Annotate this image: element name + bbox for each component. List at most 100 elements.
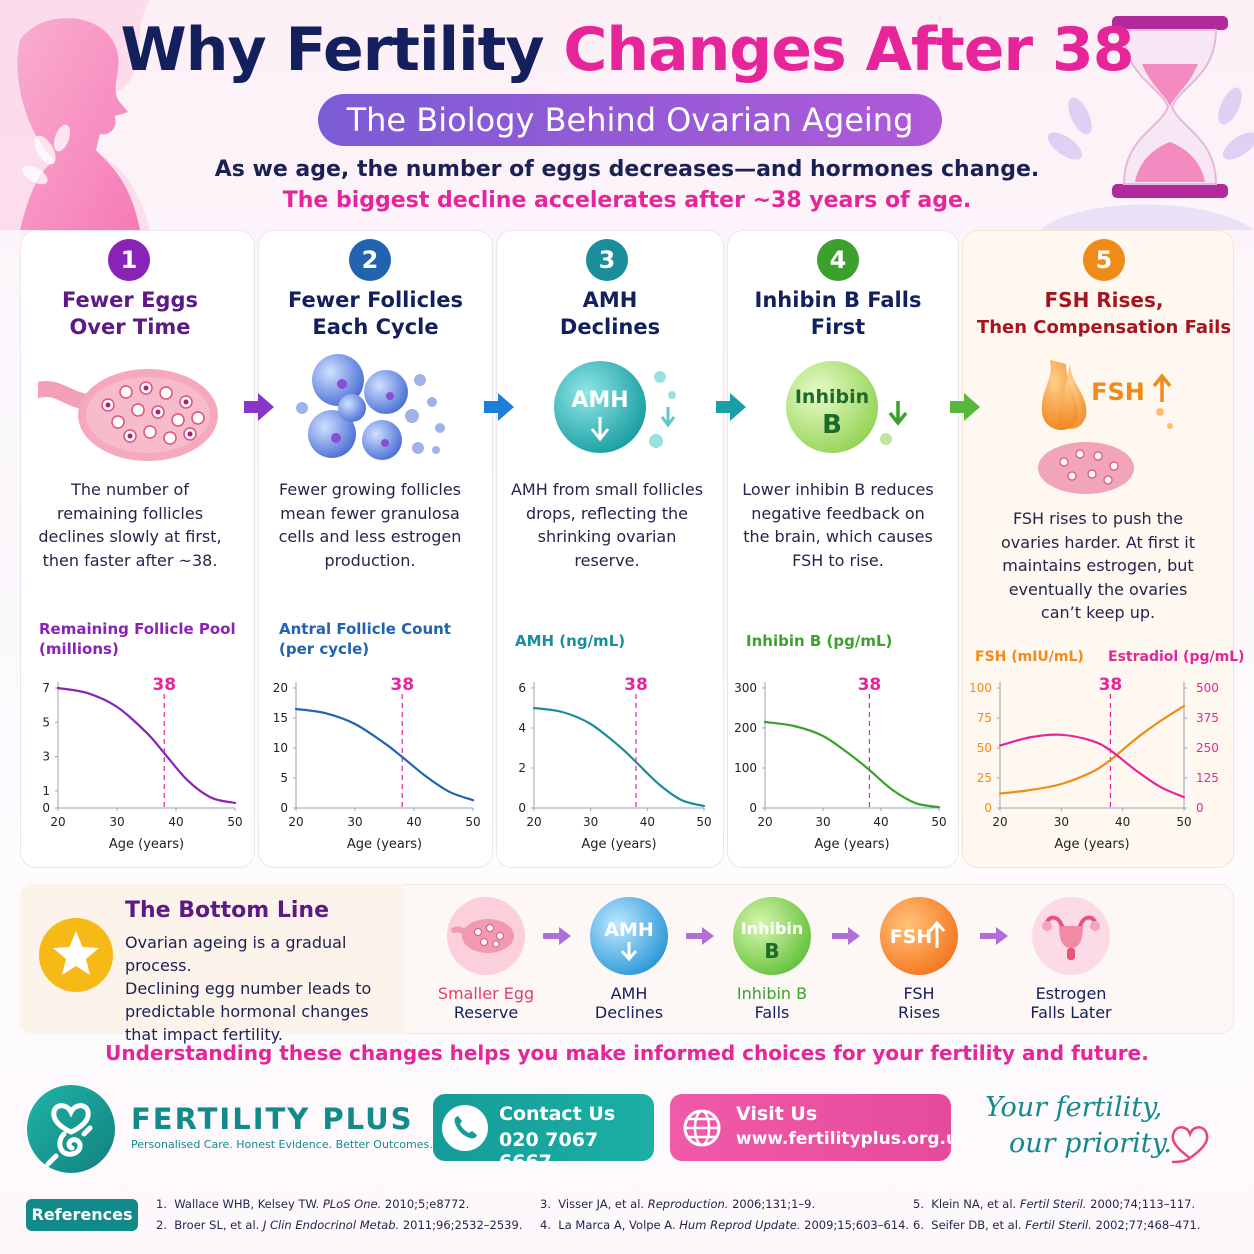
- inhibin-icon-letter: B: [822, 410, 842, 440]
- step-card-5: [962, 230, 1234, 868]
- amh-icon: AMH: [554, 361, 676, 453]
- slogan: Your fertility, our priority.: [985, 1090, 1172, 1162]
- x-tick-label: 30: [1054, 815, 1069, 829]
- bottom-line-text-line: Declining egg number leads to: [125, 979, 372, 998]
- star-icon: [39, 918, 113, 992]
- x-tick-label: 30: [109, 815, 124, 829]
- ref-number: 3.: [540, 1197, 551, 1211]
- flow-label-fsh: FSH Rises: [859, 984, 979, 1022]
- step-title-1-line1: Fewer Eggs: [62, 288, 198, 312]
- x-tick-label: 30: [583, 815, 598, 829]
- y-tick-label: 2: [518, 761, 526, 775]
- step-title-4-line2: First: [810, 315, 866, 339]
- step-title-5: FSH Rises, Then Compensation Fails: [962, 287, 1246, 341]
- y2-tick-label: 250: [1196, 741, 1219, 755]
- chart-label-5-left: FSH (mIU/mL): [975, 649, 1084, 665]
- flow-label-line2: Declines: [594, 1003, 664, 1022]
- step-desc-2-line: mean fewer granulosa: [280, 503, 460, 523]
- series-line-1: [763, 720, 941, 809]
- lead-line-1: As we age, the number of eggs decreases—…: [214, 157, 1040, 182]
- chart-label-2: Antral Follicle Count (per cycle): [279, 619, 451, 659]
- globe-icon: [683, 1109, 721, 1147]
- y-tick-label: 100: [734, 761, 757, 775]
- step-desc-1: The number of remaining follicles declin…: [20, 478, 240, 572]
- y-tick-label: 5: [42, 715, 50, 729]
- step-card-2: [258, 230, 493, 868]
- chart-label-2-line2: (per cycle): [279, 640, 370, 658]
- fsh-ovary-icon: FSH: [1038, 360, 1173, 494]
- chart-fsh-estradiol: 0 25 50 75 100 0 125 250 375 500 20 30 40 50 Age (year…: [969, 675, 1219, 852]
- y-tick-label: 50: [977, 741, 992, 755]
- y-tick-label: 20: [273, 681, 288, 695]
- step-desc-1-line: remaining follicles: [56, 503, 204, 523]
- arrow-right-icon: [686, 927, 714, 945]
- step-desc-5: FSH rises to push the ovaries harder. At…: [962, 507, 1234, 625]
- chart-follicle-pool: 0 1 3 5 7 20 30 40 50 Age (years) 38: [42, 675, 242, 852]
- y-tick-label: 75: [977, 711, 992, 725]
- slogan-line2: our priority.: [1009, 1128, 1172, 1159]
- reference-2: 2. Broer SL, et al. J Clin Endocrinol Me…: [156, 1218, 522, 1232]
- step-number-4: 4: [817, 239, 859, 281]
- fsh-up-icon-label: FSH: [890, 926, 933, 948]
- understanding-banner: Understanding these changes helps you ma…: [105, 1041, 1149, 1065]
- arrow-right-icon: [832, 927, 860, 945]
- age-38-marker-label: 38: [390, 675, 414, 695]
- arrow-right-icon: [980, 927, 1008, 945]
- ref-journal: Fertil Steril.: [1025, 1218, 1092, 1232]
- arrow-right-icon: [244, 393, 274, 421]
- y-tick-label: 6: [518, 681, 526, 695]
- y-tick-label: 100: [969, 681, 992, 695]
- ref-authors: La Marca A, Volpe A.: [558, 1218, 676, 1232]
- y-tick-label: 25: [977, 771, 992, 785]
- flow-label-line1: AMH: [610, 984, 648, 1003]
- flow-label-amh: AMH Declines: [569, 984, 689, 1022]
- x-axis-label: Age (years): [1054, 837, 1129, 852]
- y2-tick-label: 375: [1196, 711, 1219, 725]
- small-ovary-icon: [447, 897, 525, 975]
- chart-label-1: Remaining Follicle Pool (millions): [39, 619, 236, 659]
- step-desc-4-line: negative feedback on: [751, 503, 925, 523]
- step-title-5-line1: FSH Rises,: [1044, 288, 1164, 312]
- step-desc-5-line: maintains estrogen, but: [1002, 556, 1194, 575]
- step-desc-4: Lower inhibin B reduces negative feedbac…: [727, 478, 949, 572]
- y2-tick-label: 0: [1196, 801, 1204, 815]
- ref-details: 2010;5;e8772.: [384, 1197, 470, 1211]
- phone-icon: [442, 1105, 488, 1151]
- contact-us-button[interactable]: Contact Us 020 7067 6667: [433, 1094, 654, 1173]
- flow-label-estrogen: Estrogen Falls Later: [1011, 984, 1131, 1022]
- arrow-right-icon: [543, 927, 571, 945]
- slogan-line1: Your fertility,: [985, 1092, 1163, 1123]
- chart-label-1-line2: (millions): [39, 640, 119, 658]
- series-line-1: [294, 707, 475, 802]
- step-desc-1-line: The number of: [71, 480, 189, 499]
- visit-url[interactable]: www.fertilityplus.org.uk: [736, 1129, 970, 1149]
- chart-label-1-line1: Remaining Follicle Pool: [39, 620, 236, 638]
- flow-label-line2: Falls: [754, 1003, 790, 1022]
- flow-label-line1: Estrogen: [1035, 984, 1107, 1003]
- brand-name: FERTILITY PLUS: [131, 1102, 414, 1136]
- age-38-marker-label: 38: [1099, 675, 1123, 695]
- step-desc-5-line: FSH rises to push the: [1012, 509, 1184, 528]
- woman-silhouette-icon: [0, 0, 150, 230]
- references-badge: References: [26, 1199, 138, 1231]
- x-tick-label: 20: [757, 815, 772, 829]
- visit-us-button[interactable]: Visit Us www.fertilityplus.org.uk: [670, 1094, 969, 1161]
- step-title-5-line2: Then Compensation Fails: [976, 317, 1232, 338]
- chart-label-4: Inhibin B (pg/mL): [746, 632, 893, 650]
- series-line-1: [998, 704, 1186, 795]
- follicles-icon: [296, 354, 445, 460]
- flow-label-line2: Reserve: [453, 1003, 519, 1022]
- amh-down-icon: AMH: [590, 897, 668, 975]
- contact-phone[interactable]: 020 7067 6667: [499, 1129, 599, 1173]
- ref-journal: J Clin Endocrinol Metab.: [262, 1218, 400, 1232]
- reference-3: 3. Visser JA, et al. Reproduction. 2006;…: [540, 1197, 815, 1211]
- step-number-2: 2: [349, 239, 391, 281]
- step-desc-3-line: shrinking ovarian: [537, 527, 677, 546]
- step-title-4-line1: Inhibin B Falls: [754, 288, 922, 312]
- step-desc-1-line: then faster after ~38.: [42, 550, 218, 570]
- flow-label-egg-reserve: Smaller Egg Reserve: [426, 984, 546, 1022]
- bottom-line-text-line: Ovarian ageing is a gradual process.: [125, 933, 347, 975]
- ref-details: 2002;77;468–471.: [1095, 1218, 1201, 1232]
- ref-authors: Visser JA, et al.: [558, 1197, 645, 1211]
- x-tick-label: 40: [406, 815, 421, 829]
